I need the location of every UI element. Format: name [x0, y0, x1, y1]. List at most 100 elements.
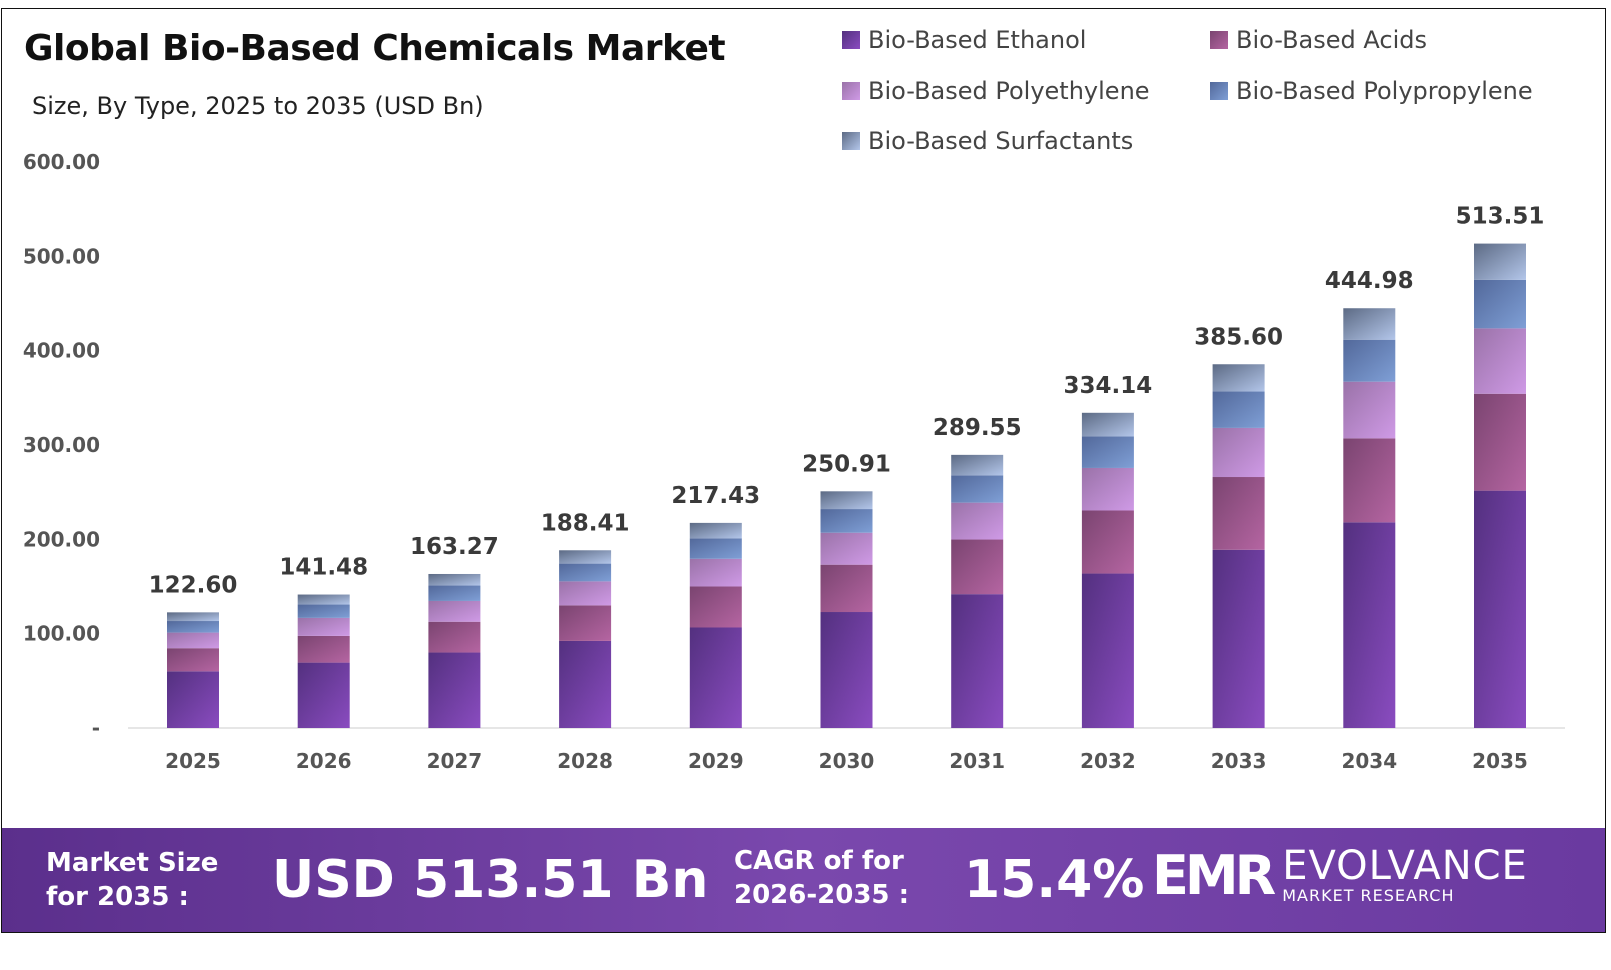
bar-segment-bio-based-polypropylene-2033 — [1212, 391, 1265, 428]
total-label-2032: 334.14 — [1064, 373, 1153, 399]
market-size-label: Market Size for 2035 : — [46, 848, 219, 912]
bar-segment-bio-based-ethanol-2033 — [1212, 549, 1265, 728]
legend-swatch — [842, 132, 860, 150]
footer-banner: Market Size for 2035 : USD 513.51 Bn CAGR… — [2, 828, 1605, 932]
y-tick-label: 500.00 — [23, 244, 100, 268]
x-tick-label: 2033 — [1211, 749, 1267, 773]
bar-segment-bio-based-polypropylene-2029 — [689, 538, 742, 559]
y-tick-label: 200.00 — [23, 527, 100, 551]
total-label-2025: 122.60 — [149, 572, 238, 598]
bar-segment-bio-based-acids-2025 — [167, 648, 219, 672]
bar-segment-bio-based-polyethylene-2027 — [428, 600, 481, 622]
total-label-2028: 188.41 — [541, 510, 630, 536]
logo-name: EVOLVANCE — [1282, 843, 1528, 889]
bar-segment-bio-based-surfactants-2027 — [428, 573, 481, 586]
legend-swatch — [1210, 82, 1228, 100]
total-label-2029: 217.43 — [671, 483, 760, 509]
bar-segment-bio-based-ethanol-2030 — [820, 612, 873, 728]
x-tick-label: 2034 — [1341, 749, 1397, 773]
total-label-2030: 250.91 — [802, 451, 891, 477]
y-tick-label: 100.00 — [23, 622, 100, 646]
total-label-2033: 385.60 — [1194, 324, 1283, 350]
legend-item-surfactants: Bio-Based Surfactants — [842, 127, 1133, 155]
legend-label: Bio-Based Acids — [1236, 26, 1427, 54]
bar-segment-bio-based-ethanol-2031 — [951, 594, 1004, 728]
bar-segment-bio-based-acids-2029 — [689, 586, 742, 628]
bar-segment-bio-based-polyethylene-2032 — [1081, 467, 1134, 511]
legend-item-ethanol: Bio-Based Ethanol — [842, 26, 1086, 54]
bar-segment-bio-based-polyethylene-2030 — [820, 532, 873, 565]
bar-segment-bio-based-polypropylene-2025 — [167, 621, 219, 633]
chart-subtitle: Size, By Type, 2025 to 2035 (USD Bn) — [32, 92, 484, 120]
bar-chart: - 100.00 200.00 300.00 400.00 500.00 600.00 122… — [23, 150, 1565, 773]
x-tick-label: 2032 — [1080, 749, 1136, 773]
cagr-label: CAGR of for 2026-2035 : — [734, 846, 909, 910]
bar-segment-bio-based-surfactants-2035 — [1474, 243, 1526, 280]
bar-segment-bio-based-acids-2035 — [1474, 393, 1526, 491]
bar-segment-bio-based-ethanol-2025 — [167, 671, 219, 728]
bar-segment-bio-based-polyethylene-2029 — [689, 558, 742, 587]
bar-segment-bio-based-acids-2028 — [559, 605, 612, 641]
y-tick-label: 600.00 — [23, 150, 100, 174]
total-label-2035: 513.51 — [1456, 204, 1545, 230]
total-label-2027: 163.27 — [410, 534, 499, 560]
bar-segment-bio-based-acids-2030 — [820, 564, 873, 613]
bar-segment-bio-based-ethanol-2028 — [559, 640, 612, 728]
total-label-2034: 444.98 — [1325, 268, 1414, 294]
total-label-2026: 141.48 — [279, 555, 368, 581]
legend-label: Bio-Based Surfactants — [868, 127, 1134, 155]
legend-swatch — [1210, 31, 1228, 49]
x-tick-label: 2029 — [688, 749, 744, 773]
bar-segment-bio-based-surfactants-2034 — [1343, 308, 1396, 340]
bar-segment-bio-based-surfactants-2026 — [297, 594, 350, 605]
legend-swatch — [842, 31, 860, 49]
bar-segment-bio-based-surfactants-2032 — [1081, 412, 1134, 437]
bar-segment-bio-based-surfactants-2031 — [951, 454, 1004, 476]
cagr-value: 15.4% — [964, 850, 1145, 910]
x-tick-label: 2026 — [296, 749, 352, 773]
bar-segment-bio-based-polyethylene-2025 — [167, 632, 219, 649]
legend-label: Bio-Based Ethanol — [868, 26, 1087, 54]
bar-segment-bio-based-polyethylene-2028 — [559, 581, 612, 606]
legend-label: Bio-Based Polypropylene — [1236, 77, 1533, 105]
x-tick-label: 2025 — [165, 749, 221, 773]
bar-segment-bio-based-polypropylene-2035 — [1474, 279, 1526, 329]
bar-segment-bio-based-ethanol-2032 — [1081, 573, 1134, 728]
logo-mark: EMR — [1152, 844, 1276, 907]
bar-segment-bio-based-acids-2032 — [1081, 510, 1134, 574]
bar-segment-bio-based-acids-2027 — [428, 621, 481, 653]
bar-segment-bio-based-surfactants-2030 — [820, 491, 873, 510]
bar-segment-bio-based-ethanol-2034 — [1343, 522, 1396, 728]
bar-segment-bio-based-polyethylene-2034 — [1343, 381, 1396, 439]
logo-sub: MARKET RESEARCH — [1282, 886, 1455, 905]
bar-segment-bio-based-acids-2031 — [951, 539, 1004, 595]
chart-frame — [1, 8, 1606, 933]
bar-segment-bio-based-acids-2034 — [1343, 438, 1396, 523]
legend-swatch — [842, 82, 860, 100]
y-tick-label: 400.00 — [23, 339, 100, 363]
x-tick-label: 2027 — [427, 749, 483, 773]
market-size-value: USD 513.51 Bn — [272, 850, 709, 910]
x-tick-label: 2031 — [949, 749, 1005, 773]
bar-segment-bio-based-polyethylene-2035 — [1474, 328, 1526, 394]
evolvance-logo: EMR EVOLVANCE MARKET RESEARCH — [1152, 844, 1528, 907]
legend-label: Bio-Based Polyethylene — [868, 77, 1150, 105]
bar-segment-bio-based-surfactants-2029 — [689, 522, 742, 539]
bar-segment-bio-based-ethanol-2029 — [689, 627, 742, 728]
bar-segment-bio-based-surfactants-2025 — [167, 612, 219, 622]
bar-segment-bio-based-acids-2033 — [1212, 477, 1265, 550]
bar-segment-bio-based-polypropylene-2028 — [559, 563, 612, 582]
chart-title: Global Bio-Based Chemicals Market — [24, 28, 726, 69]
x-tick-label: 2028 — [557, 749, 613, 773]
bar-segment-bio-based-ethanol-2035 — [1474, 490, 1526, 728]
legend-item-acids: Bio-Based Acids — [1210, 26, 1427, 54]
bar-segment-bio-based-surfactants-2033 — [1212, 364, 1265, 392]
bar-segment-bio-based-polyethylene-2033 — [1212, 427, 1265, 478]
legend-item-polypropylene: Bio-Based Polypropylene — [1210, 77, 1533, 105]
bar-segment-bio-based-polyethylene-2031 — [951, 502, 1004, 540]
x-tick-label: 2030 — [819, 749, 875, 773]
bar-segment-bio-based-acids-2026 — [297, 635, 350, 663]
total-label-2031: 289.55 — [933, 415, 1022, 441]
legend-item-polyethylene: Bio-Based Polyethylene — [842, 77, 1150, 105]
x-tick-label: 2035 — [1472, 749, 1528, 773]
